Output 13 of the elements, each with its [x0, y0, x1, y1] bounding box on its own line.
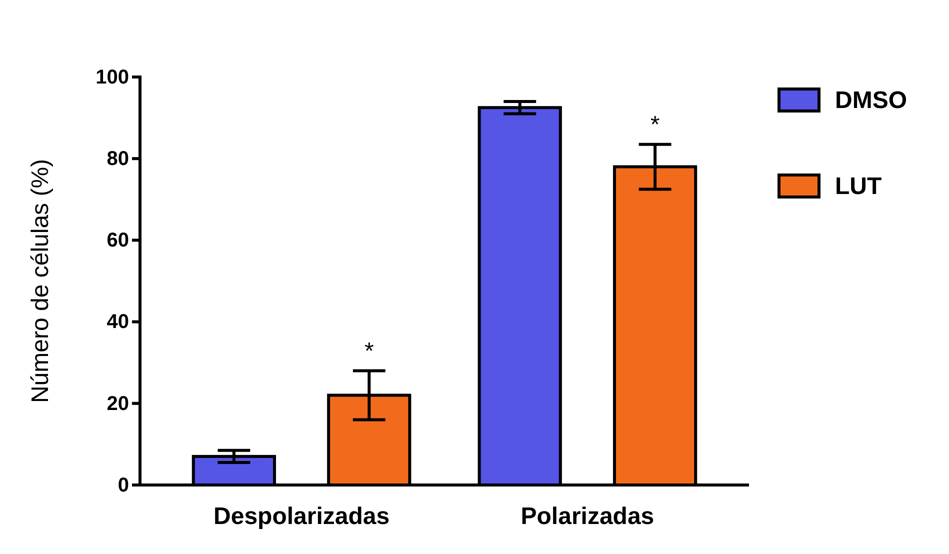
- legend-label: DMSO: [835, 87, 907, 114]
- y-axis-title: Número de células (%): [27, 158, 54, 404]
- annotation: *: [364, 338, 374, 365]
- y-tick-label: 20: [106, 392, 129, 415]
- y-tick-label: 40: [106, 311, 129, 334]
- y-tick-label: 80: [106, 148, 129, 170]
- legend-label: LUT: [835, 173, 882, 200]
- x-tick-label: Polarizadas: [520, 503, 654, 530]
- y-tick-label: 60: [106, 230, 129, 252]
- x-tick-label: Despolarizadas: [214, 503, 390, 530]
- y-tick-label: 0: [118, 474, 129, 496]
- annotation: *: [650, 111, 660, 138]
- y-tick-label: 100: [96, 66, 129, 88]
